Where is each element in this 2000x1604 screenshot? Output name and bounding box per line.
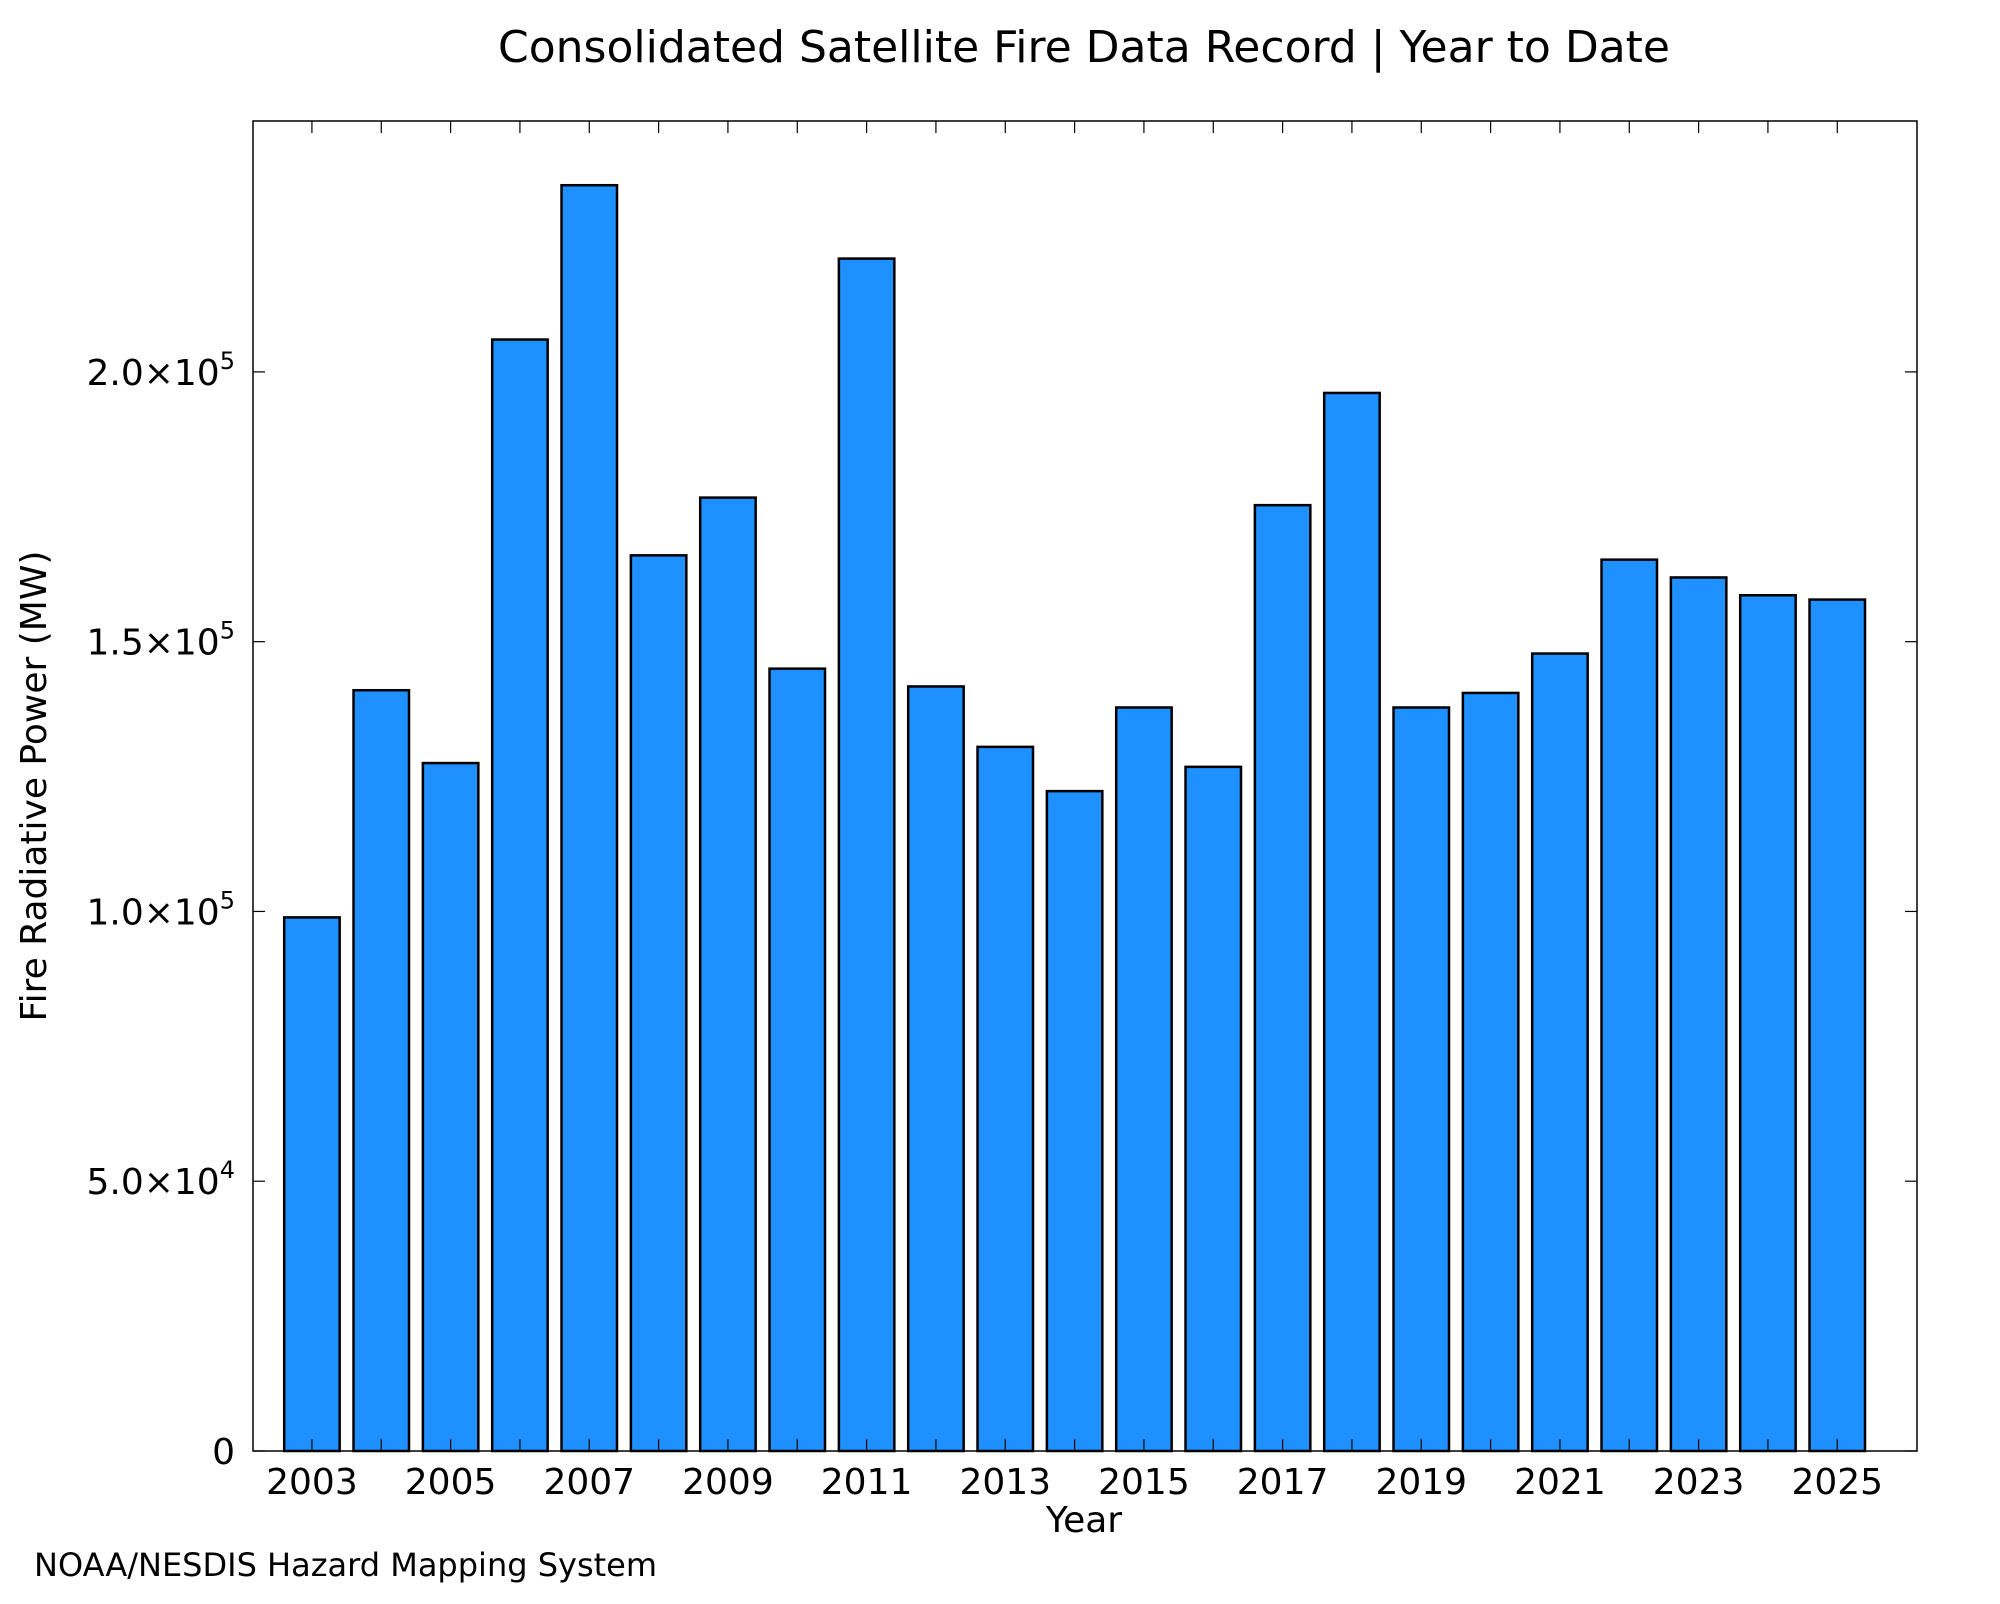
- bar-2005: [421, 761, 480, 1453]
- y-tick-label: 2.0×105: [86, 347, 235, 394]
- x-tick-label: 2015: [1098, 1462, 1190, 1503]
- x-tick-label: 2019: [1375, 1462, 1467, 1503]
- y-axis-label: Fire Radiative Power (MW): [14, 551, 55, 1022]
- bar-2024: [1738, 594, 1797, 1453]
- bar-2019: [1392, 706, 1451, 1453]
- y-axis: 0 5.0×104 1.0×105 1.5×105 2.0×105: [86, 347, 1917, 1473]
- bar-2015: [1114, 706, 1173, 1453]
- y-tick-label: 0: [212, 1432, 235, 1473]
- bar-2013: [976, 745, 1035, 1453]
- footer-credit: NOAA/NESDIS Hazard Mapping System: [34, 1546, 657, 1584]
- x-tick-label: 2009: [682, 1462, 774, 1503]
- bars-group: [282, 183, 1867, 1453]
- x-tick-label: 2017: [1237, 1462, 1329, 1503]
- x-tick-label: 2011: [821, 1462, 913, 1503]
- x-tick-label: 2025: [1791, 1462, 1883, 1503]
- bar-2017: [1253, 503, 1312, 1453]
- bar-2018: [1322, 391, 1381, 1453]
- bar-2011: [837, 257, 896, 1453]
- bar-2012: [906, 685, 965, 1453]
- bar-2021: [1530, 652, 1589, 1453]
- x-tick-label: 2005: [405, 1462, 497, 1503]
- bar-2003: [282, 916, 341, 1453]
- bar-2009: [698, 496, 757, 1453]
- bar-2025: [1808, 598, 1867, 1453]
- x-tick-label: 2023: [1653, 1462, 1745, 1503]
- bar-2010: [768, 667, 827, 1453]
- x-tick-label: 2021: [1514, 1462, 1606, 1503]
- y-tick-label: 1.0×105: [86, 886, 235, 933]
- x-tick-label: 2013: [959, 1462, 1051, 1503]
- y-tick-label: 1.5×105: [86, 617, 235, 664]
- plot-frame: [252, 120, 1918, 1452]
- y-tick-label: 5.0×104: [86, 1156, 235, 1203]
- bar-2006: [490, 338, 549, 1453]
- x-tick-label: 2007: [543, 1462, 635, 1503]
- bar-2020: [1461, 691, 1520, 1453]
- bar-2004: [352, 688, 411, 1453]
- bar-2016: [1184, 765, 1243, 1453]
- bar-2023: [1669, 576, 1728, 1453]
- x-axis: 2003 2005 2007 2009 2011 2013 2015 2017 2019 2021…: [266, 121, 1883, 1503]
- bar-2008: [629, 554, 688, 1453]
- x-axis-label: Year: [1045, 1500, 1122, 1541]
- bar-2022: [1600, 558, 1659, 1453]
- bar-2007: [560, 183, 619, 1453]
- x-tick-label: 2003: [266, 1462, 358, 1503]
- bar-2014: [1045, 789, 1104, 1453]
- chart-title: Consolidated Satellite Fire Data Record …: [498, 22, 1670, 73]
